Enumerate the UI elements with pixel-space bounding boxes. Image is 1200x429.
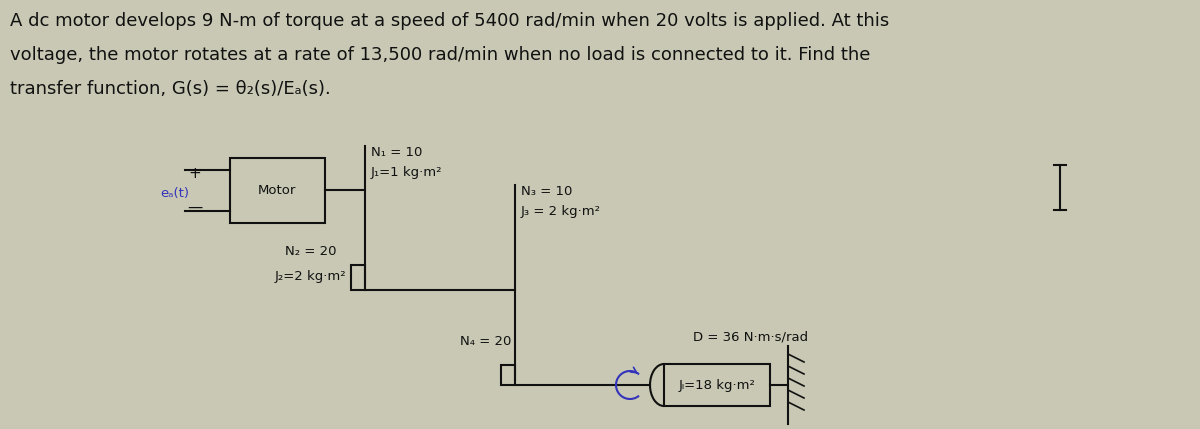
Text: N₂ = 20: N₂ = 20 — [286, 245, 336, 258]
Ellipse shape — [650, 364, 678, 406]
Text: J₂=2 kg·m²: J₂=2 kg·m² — [275, 270, 347, 283]
Bar — [230, 158, 325, 223]
Bar — [664, 364, 770, 406]
Text: voltage, the motor rotates at a rate of 13,500 rad/min when no load is connected: voltage, the motor rotates at a rate of … — [10, 46, 870, 64]
Text: eₐ(t): eₐ(t) — [161, 187, 190, 200]
Text: D = 36 N·m·s/rad: D = 36 N·m·s/rad — [694, 331, 808, 344]
Text: J₃ = 2 kg·m²: J₃ = 2 kg·m² — [521, 205, 601, 218]
Text: N₁ = 10: N₁ = 10 — [371, 146, 422, 159]
Text: Jₗ=18 kg·m²: Jₗ=18 kg·m² — [678, 378, 756, 392]
Text: transfer function, G(s) = θ₂(s)/Eₐ(s).: transfer function, G(s) = θ₂(s)/Eₐ(s). — [10, 80, 331, 98]
Text: A dc motor develops 9 N-m of torque at a speed of 5400 rad/min when 20 volts is : A dc motor develops 9 N-m of torque at a… — [10, 12, 889, 30]
Text: —: — — [187, 200, 203, 215]
Text: +: + — [188, 166, 202, 181]
Bar — [502, 365, 515, 385]
Text: J₁=1 kg·m²: J₁=1 kg·m² — [371, 166, 443, 179]
Text: N₄ = 20: N₄ = 20 — [460, 335, 511, 348]
Bar — [352, 265, 365, 290]
Text: N₃ = 10: N₃ = 10 — [521, 185, 572, 198]
Text: Motor: Motor — [258, 184, 296, 196]
